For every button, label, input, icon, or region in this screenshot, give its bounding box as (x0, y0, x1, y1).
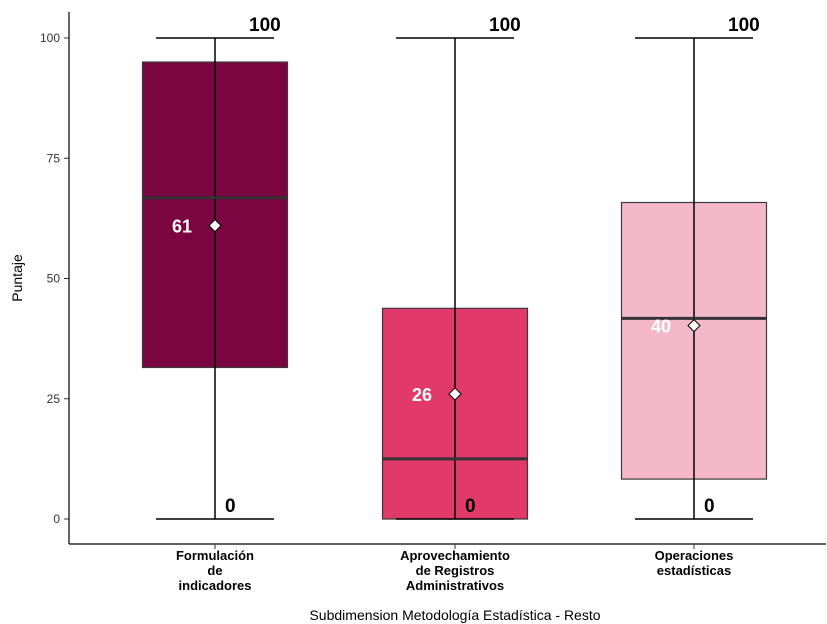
y-tick-label: 50 (47, 272, 61, 286)
max-value-label: 100 (249, 15, 281, 36)
y-tick-label: 0 (53, 512, 60, 526)
x-category-label-line: Administrativos (406, 578, 504, 593)
y-tick-label: 75 (47, 151, 61, 165)
x-category-label-line: de (207, 563, 222, 578)
mean-value-label: 26 (412, 385, 432, 405)
x-category-label-line: Formulación (176, 548, 254, 563)
boxes: 61 100 0 26 100 0 40 100 0 (141, 15, 768, 520)
y-axis-ticks: 0 25 50 75 100 (40, 31, 69, 526)
box-group: 61 100 0 (141, 15, 289, 520)
max-value-label: 100 (489, 15, 521, 36)
x-category-label: Operaciones estadísticas (655, 548, 734, 578)
mean-marker (448, 387, 462, 401)
mean-value-label: 61 (172, 217, 192, 237)
x-category-label-line: indicadores (179, 578, 252, 593)
min-value-label: 0 (225, 496, 236, 517)
y-tick-label: 25 (47, 392, 61, 406)
box-group: 40 100 0 (620, 15, 768, 520)
x-axis-title: Subdimension Metodología Estadística - R… (309, 607, 600, 623)
x-category-label: Aprovechamiento de Registros Administrativ… (400, 548, 510, 593)
min-value-label: 0 (465, 496, 476, 517)
y-axis-title: Puntaje (9, 254, 25, 302)
box-group: 26 100 0 (381, 15, 529, 520)
x-category-label-line: de Registros (416, 563, 495, 578)
min-value-label: 0 (704, 496, 715, 517)
x-category-label-line: estadísticas (657, 563, 731, 578)
x-category-label-line: Operaciones (655, 548, 734, 563)
mean-marker (208, 218, 222, 233)
x-category-label-line: Aprovechamiento (400, 548, 510, 563)
mean-value-label: 40 (651, 317, 671, 337)
max-value-label: 100 (728, 15, 760, 36)
mean-marker (687, 318, 701, 333)
x-category-label: Formulación de indicadores (176, 548, 254, 593)
axes (68, 12, 826, 545)
y-tick-label: 100 (40, 31, 60, 45)
